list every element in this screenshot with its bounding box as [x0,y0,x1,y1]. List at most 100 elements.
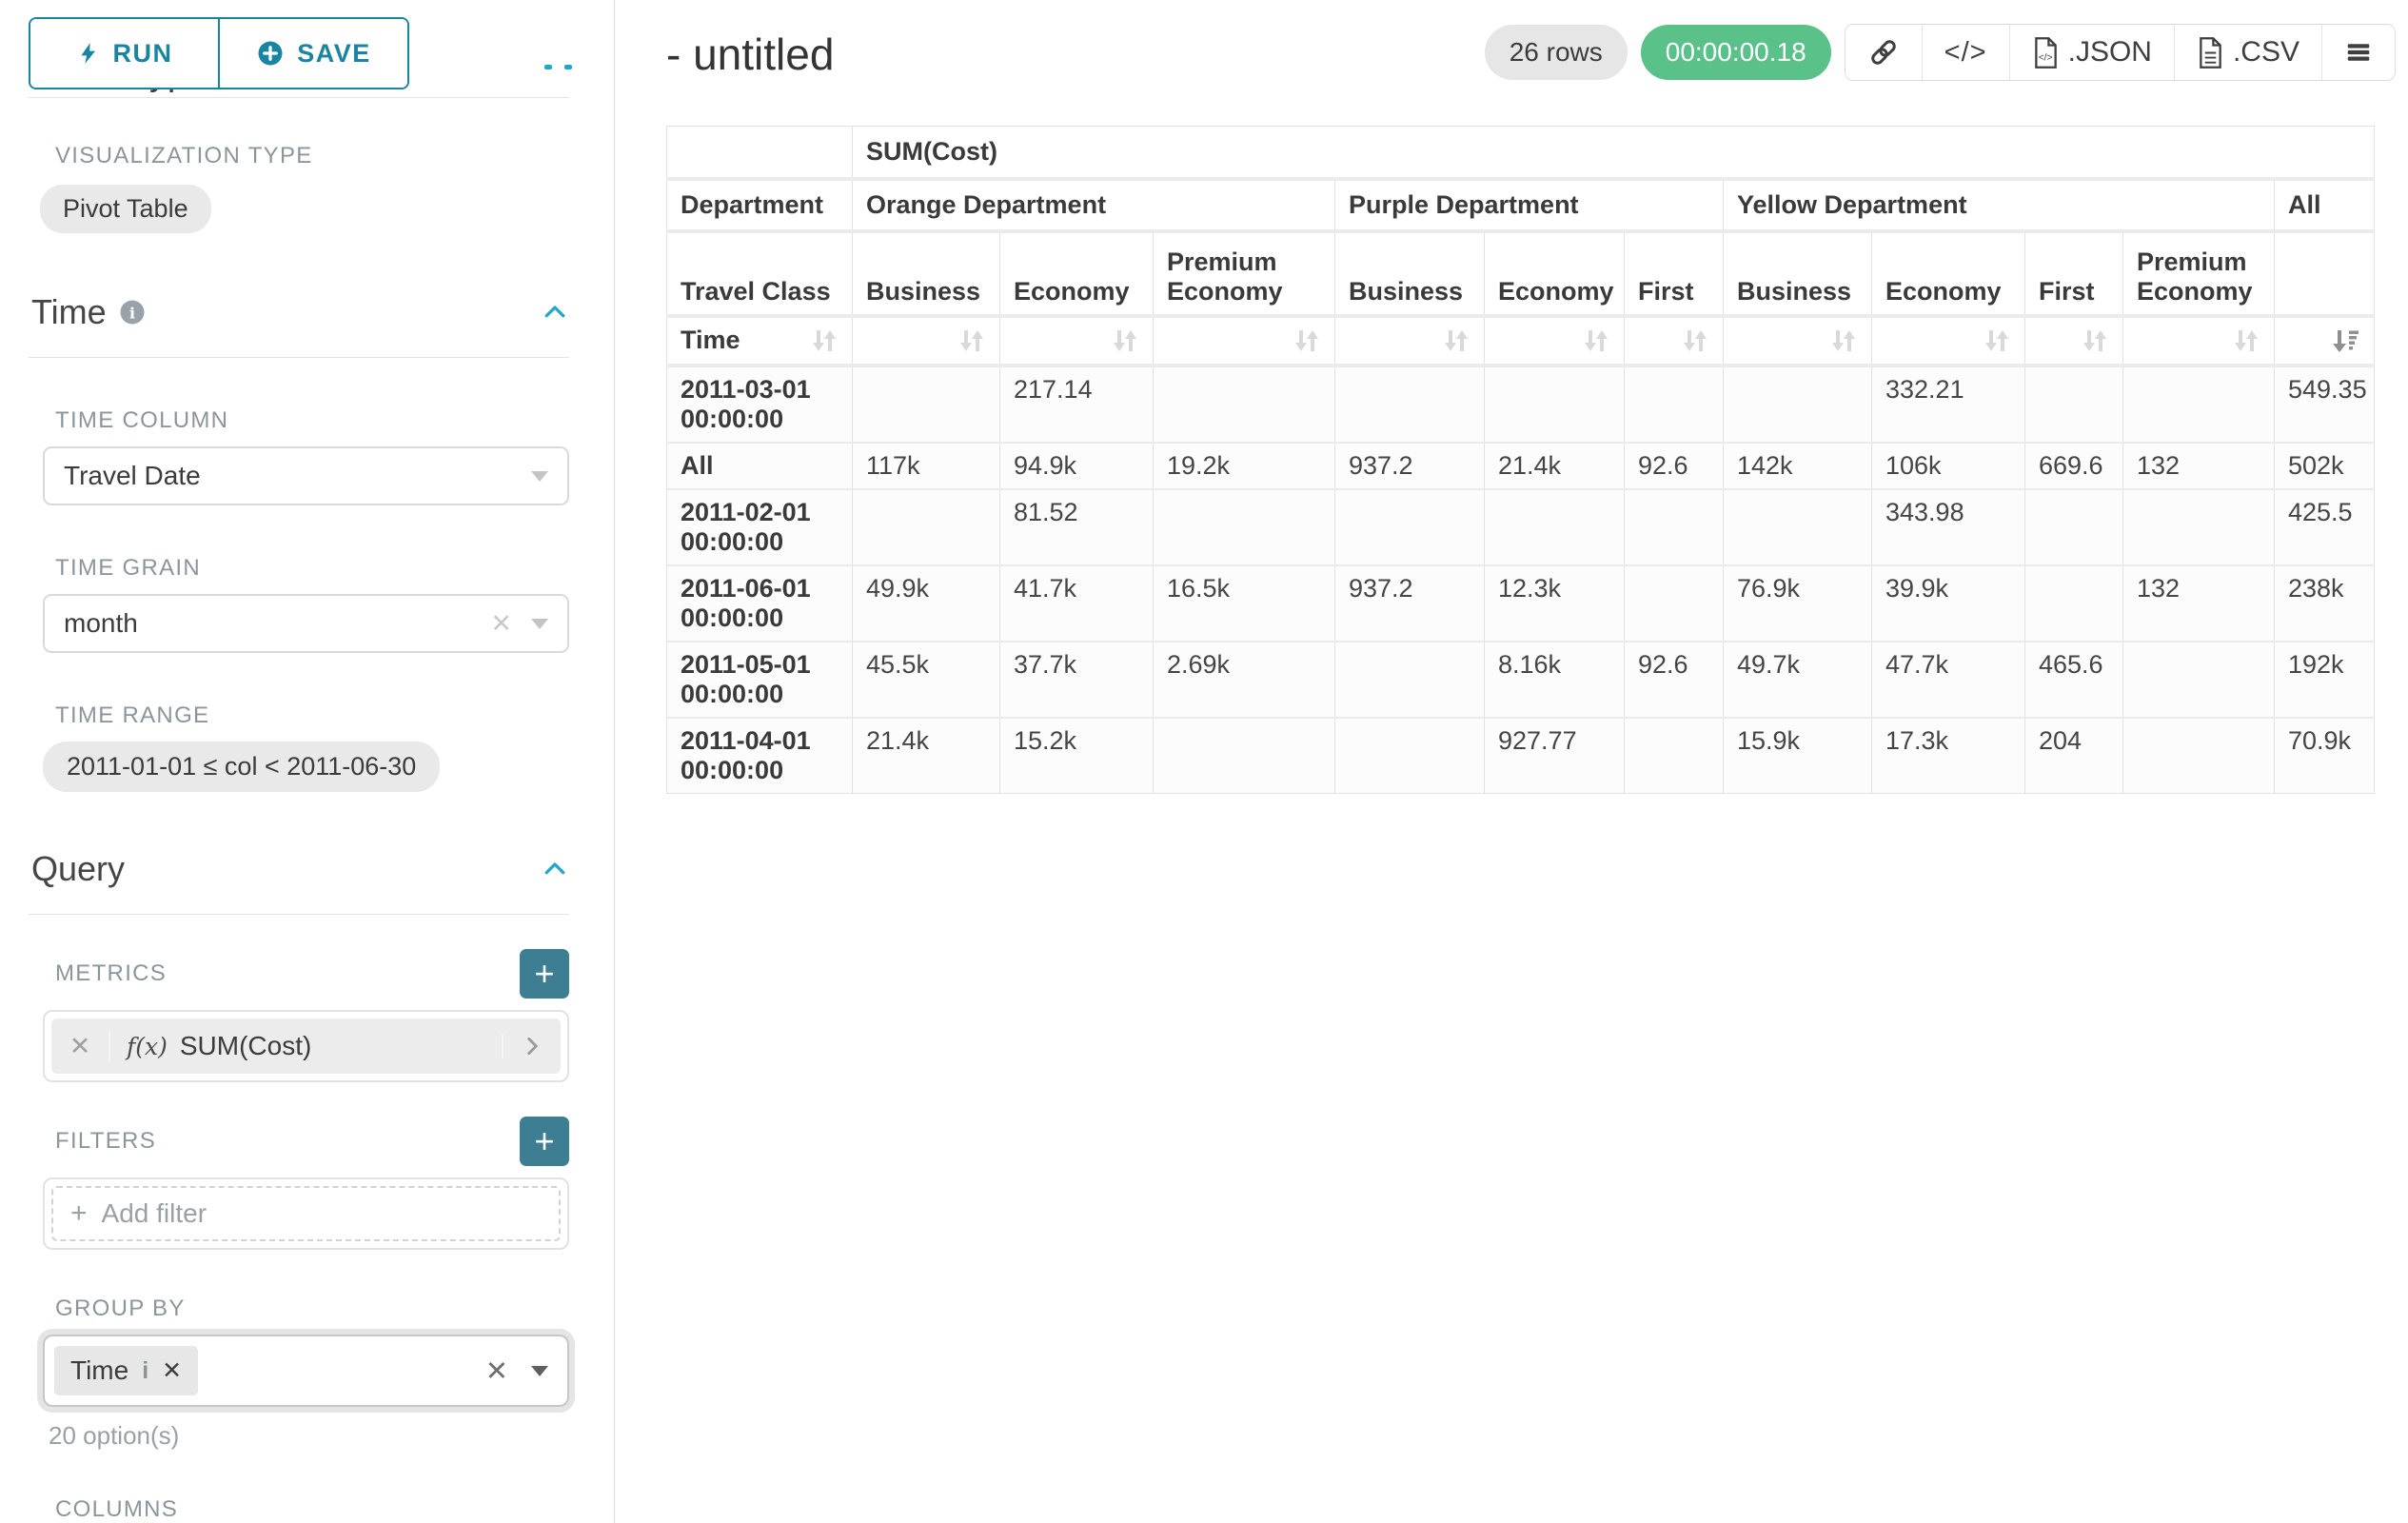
plus-circle-icon [256,39,285,68]
value-sort-header[interactable] [999,315,1154,367]
sort-updown-icon[interactable] [957,326,986,355]
chevron-up-icon[interactable] [541,298,569,326]
sort-updown-icon[interactable] [1111,326,1139,355]
value-cell: 927.77 [1484,716,1625,794]
department-header: Orange Department [852,178,1335,233]
value-cell [1334,364,1485,443]
export-json-label: .JSON [2067,36,2152,68]
run-button[interactable]: RUN [30,19,218,88]
sort-updown-icon[interactable] [1582,326,1610,355]
row-key-cell: All [666,441,853,489]
sort-updown-icon[interactable] [1681,326,1709,355]
value-sort-header[interactable] [1624,315,1724,367]
value-sort-header[interactable] [2122,315,2275,367]
time-column-label: TIME COLUMN [55,407,229,433]
value-cell [1484,364,1625,443]
export-csv-button[interactable]: .CSV [2173,25,2321,80]
add-metric-button[interactable]: + [520,949,569,999]
visualization-type-value[interactable]: Pivot Table [40,185,211,233]
sort-updown-icon[interactable] [2081,326,2109,355]
value-cell [2024,364,2123,443]
sort-descending-icon[interactable] [2332,326,2360,355]
save-button-label: SAVE [297,38,371,68]
time-section-header: Time i [31,292,569,332]
metric-name: SUM(Cost) [179,1031,312,1060]
page-title[interactable]: - untitled [666,30,835,79]
sort-updown-icon[interactable] [1829,326,1858,355]
value-cell [1723,487,1872,565]
function-icon: f(x) [127,1032,168,1060]
file-json-icon: </> [2032,36,2060,69]
clear-icon[interactable]: ✕ [490,608,512,638]
table-row: 2011-02-01 00:00:00 81.52 343.98 425.5 [666,487,2376,565]
chevron-down-icon[interactable] [531,1365,548,1376]
sort-updown-icon[interactable] [2232,326,2260,355]
value-cell [2122,640,2275,718]
all-sort-header[interactable] [2273,315,2376,367]
value-cell [852,487,1000,565]
export-csv-label: .CSV [2232,36,2299,68]
sort-updown-icon[interactable] [1293,326,1321,355]
sort-updown-icon[interactable] [1442,326,1470,355]
code-icon: </> [1944,36,1987,68]
value-sort-header[interactable] [1723,315,1872,367]
row-key-cell: 2011-03-01 00:00:00 [666,364,853,443]
value-cell: 238k [2273,564,2376,642]
metric-pill[interactable]: ✕ f(x) SUM(Cost) [51,1019,561,1074]
value-sort-header[interactable] [2024,315,2123,367]
group-by-select[interactable]: Time i ✕ ✕ [43,1335,569,1407]
value-cell: 94.9k [999,441,1154,489]
file-csv-icon [2197,36,2224,69]
remove-tag-icon[interactable]: ✕ [162,1357,183,1384]
export-json-button[interactable]: </> .JSON [2008,25,2174,80]
remove-metric-icon[interactable]: ✕ [51,1031,110,1061]
time-grain-select[interactable]: month ✕ [43,594,569,653]
section-divider [29,97,569,98]
columns-label: COLUMNS [55,1496,179,1522]
group-by-tag: Time i ✕ [54,1346,199,1395]
table-row: 2011-04-01 00:00:00 21.4k 15.2k 927.77 15.9k… [666,716,2376,794]
group-by-label: GROUP BY [55,1296,186,1321]
department-header: Purple Department [1334,178,1724,233]
value-cell: 49.9k [852,564,1000,642]
travel-class-header: Premium Economy [2122,230,2275,318]
save-button[interactable]: SAVE [218,19,407,88]
value-cell: 343.98 [1871,487,2025,565]
time-column-select[interactable]: Travel Date [43,446,569,505]
value-cell: 204 [2024,716,2123,794]
table-row: 2011-03-01 00:00:00 217.14 332.21 549.35 [666,364,2376,443]
add-filter-plus-button[interactable]: + [520,1117,569,1166]
value-sort-header[interactable] [1153,315,1335,367]
value-cell [1624,564,1724,642]
travel-class-header: Business [852,230,1000,318]
value-cell [1624,364,1724,443]
add-filter-button[interactable]: + Add filter [51,1186,561,1241]
plus-icon: + [70,1197,88,1229]
value-sort-header[interactable] [1871,315,2025,367]
sidebar-scroll-area[interactable]: VISUALIZATION TYPE Pivot Table Time i TI… [0,0,614,1523]
all-column-header: All [2273,178,2376,233]
value-cell [1153,487,1335,565]
sort-updown-icon[interactable] [1983,326,2011,355]
value-cell: 465.6 [2024,640,2123,718]
chevron-up-icon[interactable] [541,855,569,883]
share-link-button[interactable] [1845,25,1922,80]
clear-icon[interactable]: ✕ [484,1355,508,1387]
filters-label: FILTERS [55,1128,157,1154]
menu-button[interactable] [2321,25,2395,80]
value-cell: 21.4k [1484,441,1625,489]
value-sort-header[interactable] [1484,315,1625,367]
query-timer-badge: 00:00:00.18 [1640,25,1831,80]
value-cell: 39.9k [1871,564,2025,642]
value-sort-header[interactable] [852,315,1000,367]
value-cell: 21.4k [852,716,1000,794]
time-sort-header[interactable]: Time [666,315,853,367]
embed-code-button[interactable]: </> [1921,25,2009,80]
pivot-table-container: SUM(Cost) Department Orange Department Purp… [666,126,2396,794]
chevron-right-icon[interactable] [502,1034,561,1058]
value-cell: 47.7k [1871,640,2025,718]
value-sort-header[interactable] [1334,315,1485,367]
panel-resize-handle-icon[interactable] [544,65,572,69]
time-range-value[interactable]: 2011-01-01 ≤ col < 2011-06-30 [43,742,441,792]
sort-updown-icon[interactable] [810,326,839,355]
